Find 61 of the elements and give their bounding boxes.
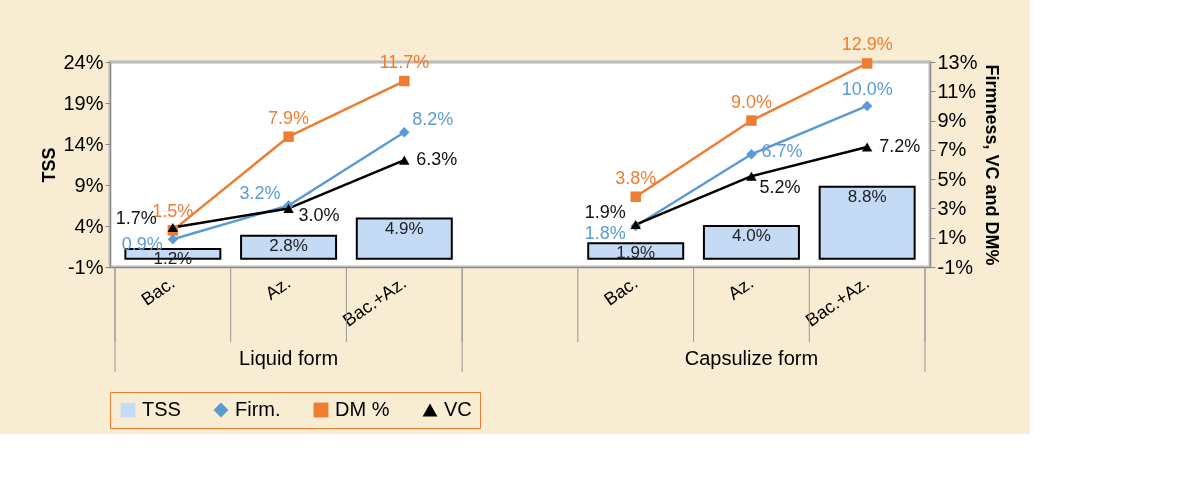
x-tick-label: Bac. [137,272,179,310]
point [746,115,757,126]
data-label: 9.0% [730,91,772,112]
data-label: 7.2% [879,135,921,156]
y-tick-label: 9% [74,173,104,196]
data-label: 1.8% [584,223,626,243]
data-label: 8.2% [412,109,454,130]
y2-tick-label: -1% [937,255,974,278]
data-label: 3.2% [239,182,281,203]
y2-tick-label: 3% [937,196,967,219]
data-label: 2.8% [269,235,308,255]
bar [240,234,338,260]
y2-tick-label: 1% [937,226,967,249]
point [746,171,757,181]
y-tick-label: 24% [63,50,104,73]
point [746,149,757,160]
y2-tick-label: 11% [937,79,977,102]
data-label: 7.9% [268,107,310,128]
legend-label: VC [444,398,472,420]
point [399,75,410,87]
text: Liquid form [239,347,339,369]
legend-label: Firm. [235,398,281,420]
y-tick-label: 19% [63,91,104,114]
y2-axis-title: Firmness, VC and DM% [981,64,1002,266]
data-label: 6.7% [761,141,803,162]
y-axis-title: TSS [39,147,60,183]
y-tick-label: 14% [63,132,104,155]
point [861,142,873,152]
y2-tick-label: 5% [937,167,967,190]
legend-label: TSS [142,398,181,420]
y-tick-label: -1% [67,255,104,278]
point [630,191,641,202]
data-label: 12.9% [841,34,893,55]
data-label: 4.0% [732,226,771,245]
data-label: 11.7% [379,52,430,73]
point [861,100,873,112]
data-label: 10.0% [841,78,893,99]
y2-tick-label: 13% [937,50,978,73]
x-tick-label: Az. [724,272,758,304]
bar [355,217,453,260]
text: Capsulize form [684,347,819,369]
data-label: 5.2% [759,177,801,198]
data-label: 4.9% [384,218,424,238]
point [861,58,873,69]
data-label: 1.9% [584,201,626,222]
y-tick-label: 4% [74,214,104,237]
point [283,131,294,142]
y2-tick-label: 7% [937,138,967,161]
point [399,127,410,138]
x-tick-label: Bac. [600,272,642,310]
bar [702,225,800,260]
data-label: 1.9% [616,243,656,263]
data-label: 8.8% [847,186,887,206]
point [399,155,410,165]
y2-tick-label: 9% [937,109,967,132]
x-tick-label: Az. [261,272,295,304]
data-label: 6.3% [416,149,458,170]
data-label: 3.8% [615,167,657,188]
bar [818,185,916,260]
data-label: 3.0% [298,205,340,226]
legend-label: DM % [335,398,390,420]
